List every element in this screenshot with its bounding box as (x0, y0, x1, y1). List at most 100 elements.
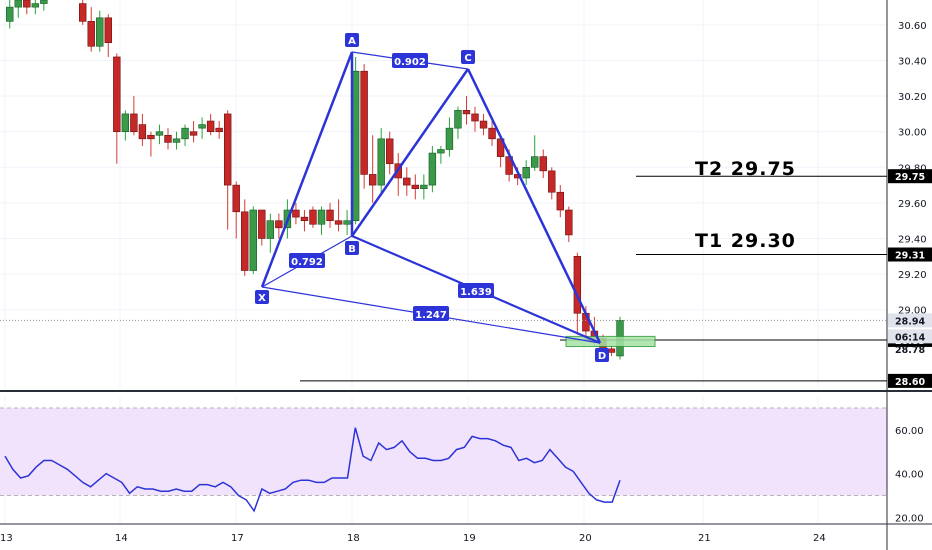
candle-bull (531, 156, 539, 168)
candle-bear (258, 209, 266, 239)
candle-bear (607, 348, 616, 353)
candle-bear (334, 220, 343, 225)
countdown-label: 06:14 (895, 332, 926, 343)
candle-bear (548, 170, 556, 193)
candle-bear (462, 110, 471, 115)
candle-bear (411, 184, 420, 189)
ratio-badge (413, 306, 449, 321)
candle-bear (79, 3, 87, 22)
time-tick-label: 14 (115, 533, 128, 544)
candle-bull (172, 138, 181, 143)
ratio-badge (458, 283, 494, 298)
candle-bull (6, 6, 14, 22)
candle-bull (155, 131, 164, 136)
candle-bear (223, 113, 232, 186)
current-price-tag (888, 313, 932, 328)
time-tick-label: 20 (579, 533, 592, 544)
pattern-leg-bc (350, 68, 470, 237)
price-tick-label: 29.60 (898, 199, 927, 210)
price-tick-label: 30.20 (898, 92, 927, 103)
candle-bull (377, 138, 385, 186)
candle-bear (309, 209, 317, 225)
level-price-label: 29.75 (895, 172, 925, 183)
ratio-label: 0.792 (291, 257, 323, 268)
candle-bear (300, 216, 309, 221)
level-price-label: 28.60 (895, 377, 925, 388)
candle-bear (488, 127, 496, 140)
rsi-tick-label: 60.00 (895, 426, 924, 437)
price-tick-label: 29.20 (898, 270, 927, 281)
candle-bear (113, 56, 121, 133)
rsi-band (0, 407, 887, 496)
current-price-label: 28.94 (895, 316, 925, 327)
candle-bull (454, 110, 462, 129)
candle-bear (368, 174, 377, 186)
target-t1-label: T1 29.30 (695, 230, 796, 252)
candle-bull (266, 220, 275, 239)
price-tick-label: 30.00 (898, 128, 927, 139)
candle-bull (96, 17, 104, 47)
time-tick-label: 24 (813, 533, 826, 544)
candle-bear (130, 113, 138, 133)
candle-bear (164, 134, 172, 143)
ratio-badge (392, 53, 428, 68)
candle-bear (206, 120, 215, 133)
candle-bear (479, 120, 488, 129)
candle-bull (445, 127, 454, 150)
target-t2-label: T2 29.75 (695, 158, 796, 180)
candle-bear (292, 209, 300, 218)
point-badge (345, 33, 359, 47)
point-badge (595, 348, 609, 362)
candle-bull (40, 0, 48, 4)
countdown-tag (888, 329, 932, 344)
candle-bull (522, 167, 530, 179)
point-label-c: C (464, 53, 471, 64)
price-tick-label: 30.40 (898, 57, 927, 68)
candle-bull (317, 209, 326, 225)
price-tick-label: 29.80 (898, 163, 927, 174)
candle-bear (565, 209, 573, 236)
time-tick-label: 21 (698, 533, 711, 544)
candle-bear (147, 134, 155, 140)
candle-bear (556, 191, 565, 211)
candle-bull (249, 209, 257, 271)
candle-bear (215, 127, 223, 133)
rsi-tick-label: 20.00 (895, 513, 924, 524)
time-tick-label: 19 (463, 533, 476, 544)
level-price-tag (888, 169, 932, 184)
level-price-tag (888, 373, 932, 388)
point-label-d: D (598, 351, 606, 362)
ratio-label: 1.247 (415, 310, 447, 321)
candle-bear (539, 156, 547, 172)
candle-bear (138, 124, 147, 140)
candle-bear (189, 131, 198, 136)
candle-bear (241, 211, 249, 271)
ratio-label: 1.639 (460, 287, 492, 298)
candle-bear (386, 138, 394, 165)
pattern-leg-xa (260, 51, 354, 288)
time-tick-label: 17 (231, 533, 244, 544)
candle-bear (573, 255, 582, 314)
time-tick-label: 18 (347, 533, 360, 544)
price-tick-label: 30.60 (898, 21, 927, 32)
candle-bear (104, 17, 112, 44)
pattern-leg-cd (466, 68, 602, 344)
candle-bear (23, 0, 31, 8)
point-label-x: X (258, 293, 266, 304)
candle-bull (14, 0, 22, 8)
point-badge (255, 290, 269, 304)
level-price-tag (888, 247, 932, 262)
candle-bear (87, 21, 95, 47)
candle-bear (232, 184, 240, 213)
point-badge (345, 241, 359, 255)
point-badge (461, 50, 475, 64)
candle-bear (326, 209, 334, 221)
entry-zone (565, 335, 656, 348)
price-tick-label: 29.00 (898, 306, 927, 317)
ratio-label: 0.902 (394, 57, 426, 68)
candle-bull (428, 152, 437, 186)
candle-bear (403, 177, 411, 186)
price-label: 28.78 (895, 345, 925, 356)
